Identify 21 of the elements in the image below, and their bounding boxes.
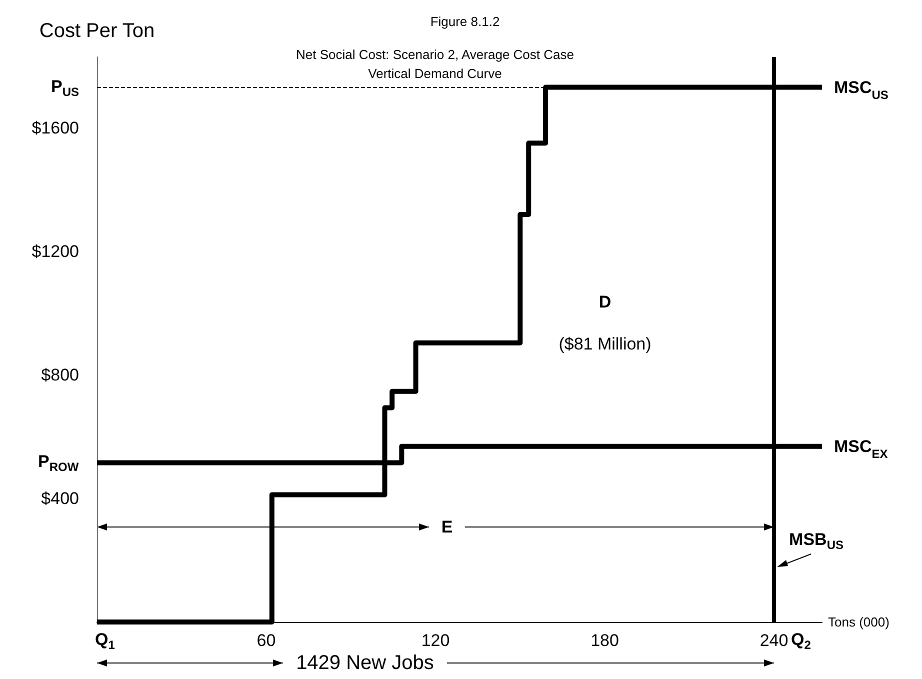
text: 1429 New Jobs — [296, 652, 434, 674]
y-tick-label: $1600 — [32, 118, 79, 138]
y-tick-label: $1200 — [32, 242, 79, 262]
annotation: E — [441, 518, 453, 536]
text: Q$_{2}$ — [791, 630, 811, 654]
chart-title: Figure 8.1.2 — [430, 14, 500, 29]
y-tick-label: $800 — [41, 366, 79, 385]
y-tick-label: P$_{ROW}$ — [38, 452, 79, 476]
x-axis-title: Tons (000) — [828, 614, 890, 630]
y-tick-label: P$_{US}$ — [51, 76, 80, 101]
x-tick-label: 180 — [590, 631, 619, 650]
annotation: D — [598, 292, 612, 312]
x-tick-label: 60 — [256, 631, 276, 650]
chart-subtitle: Net Social Cost: Scenario 2, Average Cost Case Vertical Demand Curve — [296, 47, 574, 81]
x-tick-label: 240 — [760, 631, 788, 650]
ref-line-label: MSB$_{US}$ — [789, 530, 844, 554]
text: Q$_{1}$ — [95, 630, 115, 654]
x-tick-label: 120 — [421, 631, 450, 650]
annotation: ($81 Million) — [558, 334, 652, 354]
y-axis-title: Cost Per Ton — [39, 20, 155, 42]
y-tick-label: $400 — [41, 489, 79, 508]
